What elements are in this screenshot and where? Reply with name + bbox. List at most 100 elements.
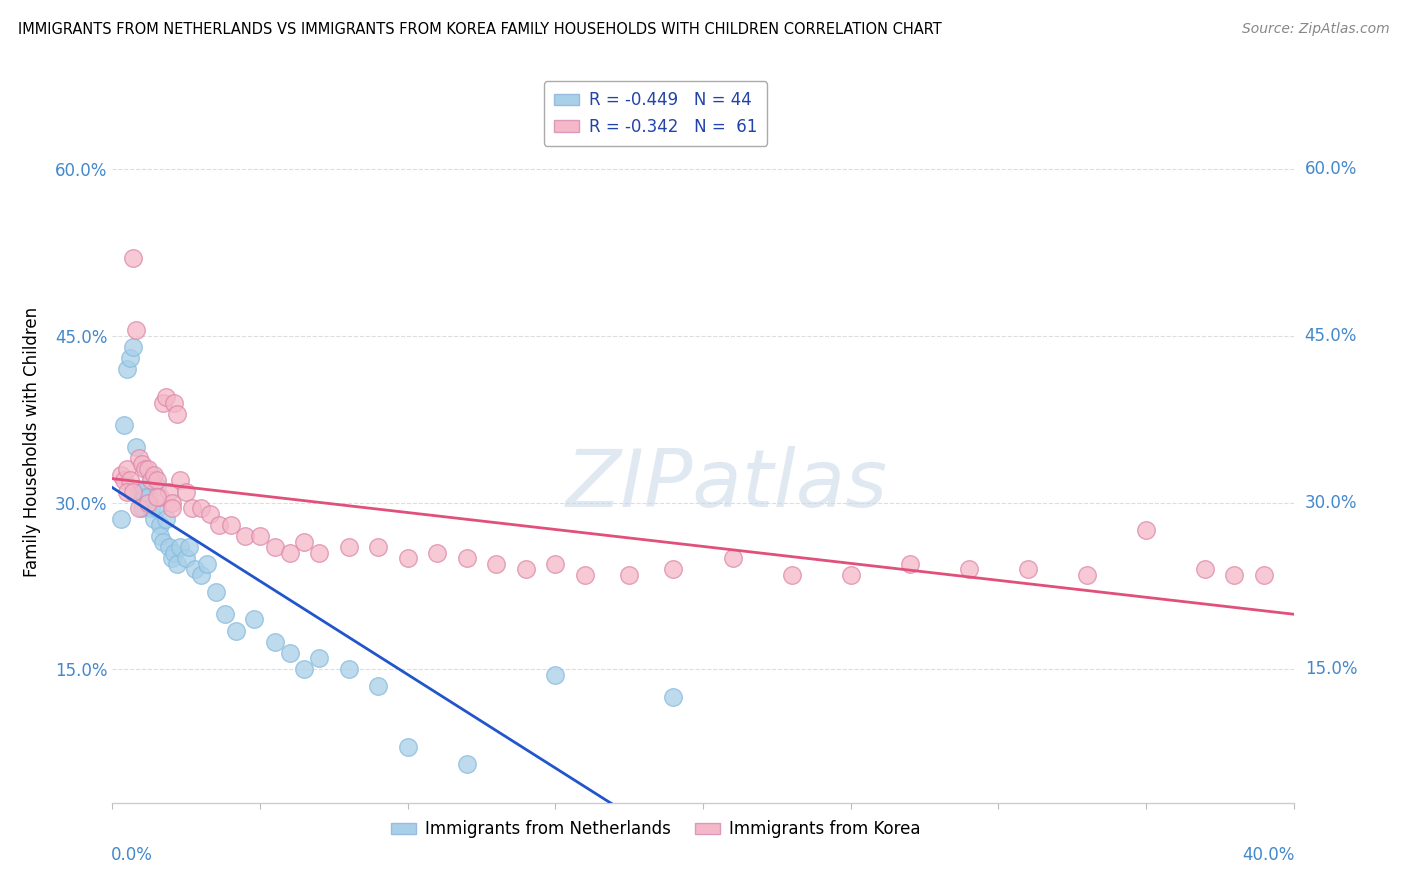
Point — [149, 529, 172, 543]
Point — [249, 529, 271, 543]
Point — [131, 457, 153, 471]
Point — [160, 551, 183, 566]
Text: 45.0%: 45.0% — [1305, 327, 1357, 345]
Point — [120, 474, 142, 488]
Point — [122, 251, 145, 265]
Point — [149, 517, 172, 532]
Point — [174, 551, 197, 566]
Point — [163, 546, 186, 560]
Point — [117, 462, 138, 476]
Point — [278, 646, 301, 660]
Point — [146, 474, 169, 488]
Point — [426, 546, 449, 560]
Y-axis label: Family Households with Children: Family Households with Children — [24, 307, 41, 576]
Point — [190, 568, 212, 582]
Point — [179, 540, 201, 554]
Point — [125, 440, 148, 454]
Point — [367, 540, 389, 554]
Point — [264, 540, 287, 554]
Point — [208, 517, 231, 532]
Legend: Immigrants from Netherlands, Immigrants from Korea: Immigrants from Netherlands, Immigrants … — [385, 814, 927, 845]
Point — [166, 407, 188, 421]
Point — [308, 651, 330, 665]
Point — [122, 484, 145, 499]
Point — [131, 501, 153, 516]
Point — [131, 484, 153, 499]
Point — [233, 529, 256, 543]
Point — [308, 546, 330, 560]
Text: Source: ZipAtlas.com: Source: ZipAtlas.com — [1241, 22, 1389, 37]
Point — [198, 507, 221, 521]
Point — [117, 484, 138, 499]
Point — [163, 395, 186, 409]
Point — [169, 540, 191, 554]
Point — [243, 612, 266, 626]
Point — [117, 362, 138, 376]
Point — [264, 634, 287, 648]
Point — [456, 551, 478, 566]
Point — [1076, 568, 1098, 582]
Point — [112, 474, 135, 488]
Point — [128, 501, 150, 516]
Point — [110, 512, 132, 526]
Point — [544, 557, 567, 571]
Point — [205, 584, 228, 599]
Text: 0.0%: 0.0% — [111, 847, 153, 864]
Point — [134, 462, 156, 476]
Point — [396, 740, 419, 755]
Point — [1223, 568, 1246, 582]
Point — [1253, 568, 1275, 582]
Point — [181, 501, 204, 516]
Point — [122, 340, 145, 354]
Point — [662, 562, 685, 576]
Point — [367, 679, 389, 693]
Point — [456, 756, 478, 771]
Point — [169, 474, 191, 488]
Point — [1194, 562, 1216, 576]
Text: IMMIGRANTS FROM NETHERLANDS VS IMMIGRANTS FROM KOREA FAMILY HOUSEHOLDS WITH CHIL: IMMIGRANTS FROM NETHERLANDS VS IMMIGRANT… — [18, 22, 942, 37]
Point — [155, 512, 177, 526]
Point — [337, 662, 360, 676]
Point — [152, 395, 174, 409]
Point — [195, 557, 218, 571]
Point — [214, 607, 236, 621]
Point — [142, 512, 165, 526]
Point — [515, 562, 537, 576]
Point — [112, 417, 135, 432]
Point — [152, 534, 174, 549]
Point — [396, 551, 419, 566]
Point — [125, 323, 148, 337]
Point — [136, 462, 159, 476]
Text: 15.0%: 15.0% — [1305, 660, 1357, 679]
Point — [780, 568, 803, 582]
Point — [1017, 562, 1039, 576]
Point — [721, 551, 744, 566]
Point — [190, 501, 212, 516]
Point — [142, 467, 165, 482]
Point — [544, 668, 567, 682]
Point — [120, 351, 142, 366]
Point — [136, 496, 159, 510]
Point — [485, 557, 508, 571]
Point — [110, 467, 132, 482]
Text: ZIPatlas: ZIPatlas — [565, 446, 887, 524]
Point — [898, 557, 921, 571]
Point — [139, 501, 162, 516]
Point — [292, 662, 315, 676]
Point — [146, 501, 169, 516]
Point — [337, 540, 360, 554]
Point — [278, 546, 301, 560]
Point — [619, 568, 641, 582]
Point — [136, 490, 159, 504]
Point — [160, 496, 183, 510]
Point — [157, 540, 180, 554]
Point — [134, 490, 156, 504]
Point — [839, 568, 862, 582]
Point — [149, 490, 172, 504]
Point — [166, 557, 188, 571]
Point — [155, 390, 177, 404]
Point — [292, 534, 315, 549]
Point — [157, 484, 180, 499]
Text: 60.0%: 60.0% — [1305, 161, 1357, 178]
Point — [574, 568, 596, 582]
